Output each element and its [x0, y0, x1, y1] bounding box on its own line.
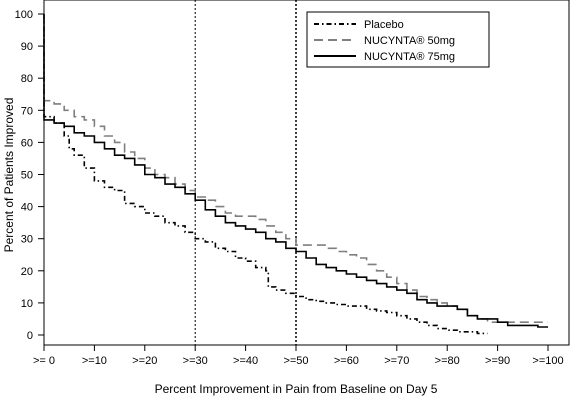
legend-label-nucynta-75: NUCYNTA® 75mg	[364, 51, 455, 63]
x-tick-label: >=90	[485, 355, 510, 367]
x-tick-label: >=80	[435, 355, 460, 367]
legend-label-nucynta-50: NUCYNTA® 50mg	[364, 35, 455, 47]
legend-box	[306, 11, 490, 68]
x-tick-label: >=30	[183, 355, 208, 367]
y-tick-label: 10	[21, 298, 33, 310]
series-line-placebo	[43, 14, 488, 335]
x-tick-label: >=40	[233, 355, 258, 367]
y-axis-ticks: 0 10 20 30 40 50 60 70 80 90 100	[15, 9, 44, 342]
x-tick-label: >=60	[334, 355, 359, 367]
y-tick-label: 60	[21, 137, 33, 149]
legend: Placebo NUCYNTA® 50mg NUCYNTA® 75mg	[306, 11, 490, 68]
x-axis-title: Percent Improvement in Pain from Baselin…	[155, 382, 438, 396]
y-tick-label: 80	[21, 73, 33, 85]
y-tick-label: 30	[21, 234, 33, 246]
y-tick-label: 40	[21, 202, 33, 214]
y-tick-label: 20	[21, 266, 33, 278]
plot-frame	[43, 0, 570, 346]
series-line-nucynta-50	[43, 14, 548, 323]
x-tick-label: >=50	[283, 355, 308, 367]
y-tick-label: 70	[21, 105, 33, 117]
x-tick-label: >=70	[384, 355, 409, 367]
x-tick-label: >= 0	[33, 355, 55, 367]
reference-lines	[194, 0, 297, 345]
y-tick-label: 0	[27, 330, 33, 342]
x-tick-label: >=20	[132, 355, 157, 367]
y-tick-label: 50	[21, 170, 33, 182]
y-tick-label: 100	[15, 9, 33, 21]
x-tick-label: >=10	[82, 355, 107, 367]
x-axis-ticks: >= 0 >=10 >=20 >=30 >=40 >=50 >=60 >=70 >=80 >=90…	[33, 345, 564, 367]
legend-label-placebo: Placebo	[364, 19, 404, 31]
series-line-nucynta-75	[43, 14, 548, 328]
y-axis-title: Percent of Patients Improved	[2, 98, 16, 253]
y-tick-label: 90	[21, 41, 33, 53]
series-lines	[43, 14, 548, 335]
x-tick-label: >=100	[532, 355, 563, 367]
